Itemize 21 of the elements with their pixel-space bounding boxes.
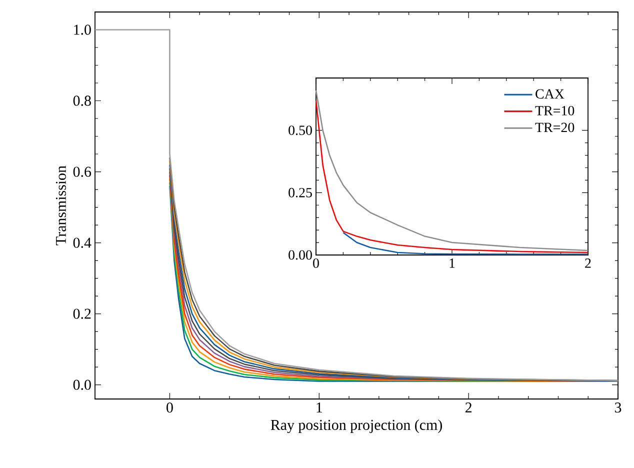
legend-label: TR=20 — [535, 122, 574, 132]
y-tick-label: 0.6 — [73, 166, 92, 177]
y-tick-label: 0.4 — [73, 238, 92, 248]
x-tick-label: 3 — [614, 402, 622, 413]
x-tick-label: 2 — [585, 258, 591, 268]
y-tick-label: 0.50 — [288, 126, 312, 136]
x-tick-label: 1 — [450, 258, 455, 268]
y-tick-label: 1.0 — [74, 24, 91, 35]
y-tick-label: 0.8 — [73, 96, 91, 106]
legend-label: CAX — [536, 89, 564, 99]
x-tick-label: 1 — [316, 402, 322, 412]
x-tick-label: 0 — [313, 258, 319, 268]
legend-label: TR=10 — [535, 106, 574, 116]
y-tick-label: 0.25 — [288, 188, 312, 198]
y-tick-label: 0.2 — [73, 308, 91, 319]
x-axis-title: Ray position projection (cm) — [270, 419, 442, 434]
y-tick-label: 0.00 — [288, 250, 312, 260]
y-tick-label: 0.0 — [73, 380, 91, 390]
x-tick-label: 2 — [465, 402, 472, 412]
x-tick-label: 0 — [166, 402, 173, 413]
y-axis-title: Transmission — [56, 166, 66, 246]
